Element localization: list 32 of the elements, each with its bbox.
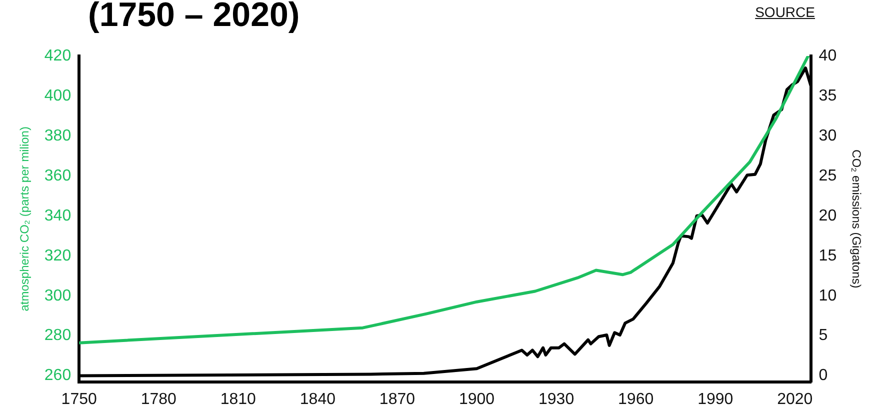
x-tick-label: 1900 — [458, 390, 495, 408]
y2-tick-label: 15 — [818, 247, 837, 264]
x-tick-label: 1930 — [538, 390, 574, 408]
x-tick-label: 1990 — [698, 390, 734, 408]
y2-axis-title: CO₂ emissions (Gigatons) — [849, 150, 864, 288]
x-tick-label: 1960 — [618, 390, 654, 408]
y2-tick-label: 25 — [818, 167, 837, 184]
x-tick-label: 2020 — [777, 390, 813, 408]
y2-tick-label: 30 — [818, 127, 837, 144]
y-tick-label: 380 — [44, 127, 72, 144]
y-tick-label: 340 — [44, 207, 72, 224]
x-tick-label: 1870 — [379, 390, 416, 408]
y-tick-label: 320 — [44, 247, 72, 264]
y2-tick-label: 40 — [818, 47, 837, 64]
y-tick-label: 420 — [44, 47, 72, 64]
y2-tick-label: 5 — [818, 327, 828, 344]
y-tick-label: 360 — [44, 167, 72, 184]
x-tick-label: 1810 — [220, 390, 256, 408]
chart-title: (1750 – 2020) — [88, 0, 300, 35]
y-tick-label: 300 — [44, 287, 72, 304]
y-tick-label: 260 — [44, 367, 72, 384]
y2-tick-label: 0 — [818, 367, 828, 384]
y2-tick-label: 10 — [818, 287, 837, 304]
y-tick-label: 400 — [44, 87, 72, 104]
x-tick-label: 1840 — [300, 390, 336, 408]
x-tick-label: 1780 — [140, 390, 177, 408]
x-tick-label: 1750 — [61, 390, 97, 408]
text: SOURCE — [755, 4, 815, 20]
y2-tick-label: 20 — [818, 207, 837, 224]
y2-tick-label: 35 — [818, 87, 837, 104]
y-tick-label: 280 — [44, 327, 72, 344]
y-axis-title: atmospheric CO₂ (parts per milion) — [18, 126, 32, 312]
